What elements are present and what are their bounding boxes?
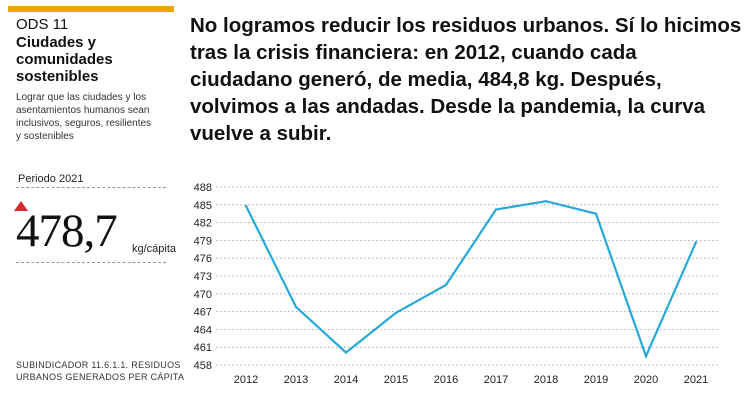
ods-title: Ciudades y comunidades sostenibles xyxy=(16,34,113,85)
indicator-value: 478,7 xyxy=(16,205,118,257)
x-tick-label: 2019 xyxy=(584,374,608,386)
data-point xyxy=(544,200,548,203)
divider-bottom xyxy=(16,262,166,263)
ods-description: Lograr que las ciudades y los asentamien… xyxy=(16,92,152,142)
divider-top xyxy=(16,187,166,188)
x-tick-label: 2012 xyxy=(234,374,258,386)
subindicator-label: SUBINDICADOR 11.6.1.1. RESIDUOS URBANOS … xyxy=(16,360,185,382)
x-tick-label: 2017 xyxy=(484,374,508,386)
data-point xyxy=(294,305,298,309)
x-tick-label: 2014 xyxy=(334,374,358,386)
y-tick-label: 488 xyxy=(194,182,212,194)
x-tick-label: 2020 xyxy=(634,374,658,386)
y-tick-label: 458 xyxy=(194,360,212,372)
indicator-unit: kg/cápita xyxy=(132,243,177,255)
y-tick-label: 473 xyxy=(194,271,212,283)
y-tick-label: 461 xyxy=(194,342,212,354)
y-tick-label: 470 xyxy=(194,289,212,301)
accent-bar xyxy=(8,6,174,12)
y-tick-label: 482 xyxy=(194,218,212,230)
data-point xyxy=(244,204,248,208)
y-tick-label: 464 xyxy=(194,324,212,336)
x-tick-label: 2021 xyxy=(684,374,708,386)
y-tick-label: 485 xyxy=(194,200,212,212)
x-tick-label: 2013 xyxy=(284,374,308,386)
x-tick-label: 2015 xyxy=(384,374,408,386)
data-point xyxy=(394,311,398,314)
data-point xyxy=(694,240,698,244)
x-tick-label: 2016 xyxy=(434,374,458,386)
up-triangle-icon xyxy=(14,201,28,211)
data-point xyxy=(644,354,648,358)
data-point xyxy=(494,208,498,211)
period-label: Periodo 2021 xyxy=(18,173,84,185)
data-point xyxy=(444,283,448,287)
data-point xyxy=(344,351,348,354)
y-tick-label: 476 xyxy=(194,253,212,265)
series-line xyxy=(245,200,698,360)
data-point xyxy=(594,212,598,215)
headline: No logramos reducir los residuos urbanos… xyxy=(190,14,742,145)
ods-number: ODS 11 xyxy=(16,16,69,33)
ods-panel: ODS 11 Ciudades y comunidades sostenible… xyxy=(16,16,176,143)
x-tick-label: 2018 xyxy=(534,374,558,386)
y-tick-label: 479 xyxy=(194,235,212,247)
y-tick-label: 467 xyxy=(194,307,212,319)
